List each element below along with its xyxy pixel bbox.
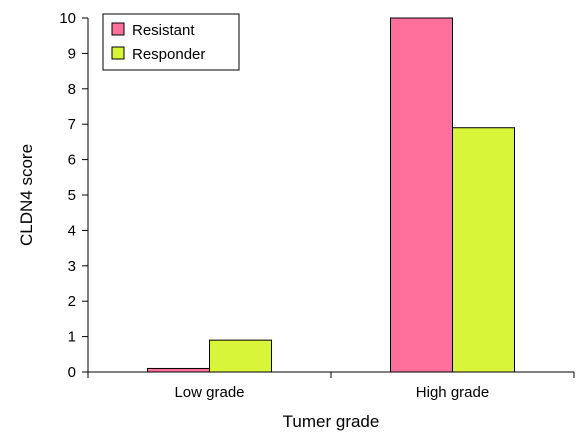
legend-label-resistant: Resistant [132, 22, 195, 39]
legend-swatch-responder [111, 46, 125, 60]
y-ticks: 0 1 2 3 4 5 6 7 8 9 10 [59, 10, 88, 381]
legend-label-responder: Responder [132, 46, 205, 63]
x-ticks: Low grade High grade [87, 372, 575, 401]
y-tick-label: 5 [68, 187, 76, 204]
y-axis-title: CLDN4 score [17, 144, 36, 246]
legend-box [102, 13, 240, 71]
y-tick-label: 3 [68, 258, 76, 275]
bar-resistant-high-grade [390, 17, 453, 373]
bars [147, 17, 515, 373]
bar-responder-low-grade [209, 339, 272, 373]
y-tick-label: 10 [59, 10, 76, 27]
legend-swatch-resistant [111, 22, 125, 36]
x-tick-label: Low grade [174, 384, 244, 401]
x-axis-title: Tumer grade [283, 412, 380, 431]
bar-resistant-low-grade [147, 367, 210, 373]
legend: Resistant Responder [102, 13, 240, 71]
x-tick-label: High grade [416, 384, 489, 401]
bar-responder-high-grade [452, 127, 515, 373]
y-tick-label: 4 [68, 222, 76, 239]
y-tick-label: 0 [68, 364, 76, 381]
y-tick-label: 2 [68, 293, 76, 310]
y-tick-label: 9 [68, 45, 76, 62]
y-tick-label: 7 [68, 116, 76, 133]
y-tick-label: 6 [68, 152, 76, 169]
y-tick-label: 8 [68, 81, 76, 98]
y-tick-label: 1 [68, 329, 76, 346]
